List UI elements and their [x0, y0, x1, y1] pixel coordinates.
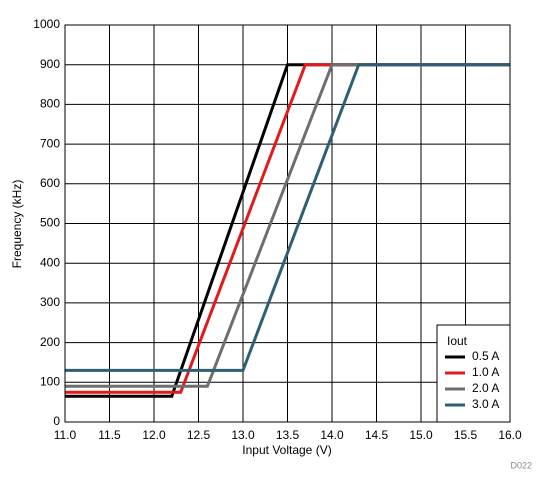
- y-tick-label: 100: [40, 374, 60, 388]
- y-tick-label: 800: [40, 97, 60, 111]
- y-tick-label: 300: [40, 295, 60, 309]
- y-tick-label: 600: [40, 176, 60, 190]
- x-tick-label: 14.5: [365, 428, 389, 442]
- x-tick-label: 12.0: [142, 428, 166, 442]
- legend-label: 1.0 A: [472, 365, 499, 379]
- x-tick-label: 15.0: [409, 428, 433, 442]
- y-tick-label: 400: [40, 255, 60, 269]
- legend-title: Iout: [447, 334, 468, 348]
- legend-label: 3.0 A: [472, 397, 499, 411]
- legend-label: 2.0 A: [472, 381, 499, 395]
- x-tick-label: 16.0: [498, 428, 522, 442]
- x-tick-label: 14.0: [320, 428, 344, 442]
- y-tick-label: 0: [53, 414, 60, 428]
- x-tick-label: 12.5: [187, 428, 211, 442]
- y-tick-label: 200: [40, 335, 60, 349]
- y-tick-label: 500: [40, 216, 60, 230]
- plot-frame: [64, 24, 511, 423]
- x-axis-label: Input Voltage (V): [242, 443, 331, 457]
- x-tick-label: 11.5: [98, 428, 121, 442]
- annotation: D022: [510, 460, 532, 470]
- series-line: [65, 63, 510, 372]
- legend-label: 0.5 A: [472, 349, 499, 363]
- y-tick-label: 700: [40, 136, 60, 150]
- y-tick-label: 1000: [33, 17, 60, 31]
- x-tick-label: 13.0: [231, 428, 255, 442]
- x-tick-label: 11.0: [54, 428, 77, 442]
- y-tick-label: 900: [40, 57, 60, 71]
- y-axis-label: Frequency (kHz): [10, 180, 24, 269]
- x-tick-label: 15.5: [454, 428, 478, 442]
- x-tick-label: 13.5: [276, 428, 300, 442]
